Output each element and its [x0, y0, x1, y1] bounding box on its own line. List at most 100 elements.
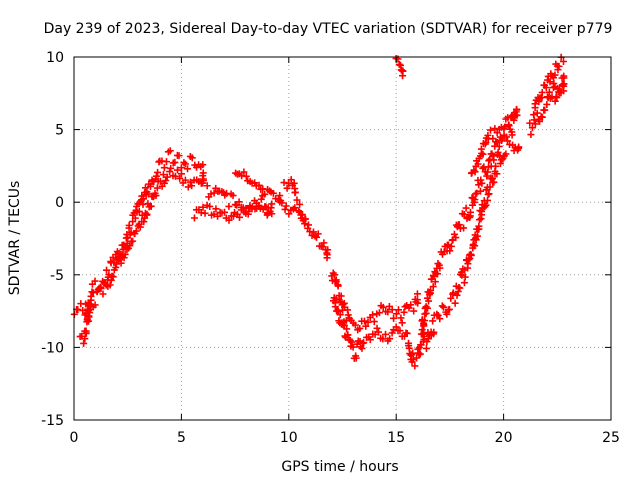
data-point — [188, 154, 196, 162]
data-point — [132, 227, 140, 235]
data-point — [152, 192, 160, 200]
data-point — [475, 225, 483, 233]
data-point — [500, 125, 508, 133]
data-point — [472, 236, 480, 244]
x-tick-label: 25 — [602, 430, 620, 446]
chart-title: Day 239 of 2023, Sidereal Day-to-day VTE… — [44, 21, 613, 37]
data-point — [536, 117, 544, 125]
data-point — [323, 251, 331, 259]
data-point — [344, 331, 352, 339]
data-point — [546, 78, 554, 86]
data-point — [423, 304, 431, 312]
data-point — [396, 327, 404, 335]
data-point — [280, 179, 288, 187]
data-point — [162, 158, 170, 166]
data-point — [239, 204, 247, 212]
data-point — [392, 310, 400, 318]
y-tick-label: 10 — [46, 50, 64, 66]
data-point — [502, 133, 510, 141]
data-point — [147, 202, 155, 210]
x-tick-label: 20 — [495, 430, 513, 446]
data-point — [436, 315, 444, 323]
data-point — [261, 190, 269, 198]
data-point — [433, 270, 441, 278]
data-point — [181, 176, 189, 184]
data-point — [240, 168, 248, 176]
data-point — [163, 173, 171, 181]
data-point — [87, 296, 95, 304]
data-point — [486, 183, 494, 191]
data-point — [267, 204, 275, 212]
data-point — [410, 307, 418, 315]
data-point — [283, 184, 291, 192]
data-point — [493, 138, 501, 146]
data-point — [482, 201, 490, 209]
data-point — [201, 209, 209, 217]
data-point — [199, 161, 207, 169]
data-point — [276, 192, 284, 200]
data-point — [418, 326, 426, 334]
data-point — [467, 251, 475, 259]
data-point — [89, 289, 97, 297]
data-point — [390, 314, 398, 322]
data-point — [422, 309, 430, 317]
data-point — [375, 328, 383, 336]
data-point — [349, 343, 357, 351]
data-point — [144, 190, 152, 198]
data-point — [278, 199, 286, 207]
data-point — [414, 299, 422, 307]
data-point — [555, 62, 563, 70]
data-point — [166, 168, 174, 176]
data-point — [242, 172, 250, 180]
data-point — [542, 83, 550, 91]
data-point — [210, 210, 218, 218]
data-point — [171, 172, 179, 180]
data-point — [430, 328, 438, 336]
data-point — [450, 230, 458, 238]
data-point — [206, 202, 214, 210]
data-point — [356, 324, 364, 332]
data-point — [388, 329, 396, 337]
data-point — [360, 339, 368, 347]
data-point — [127, 228, 135, 236]
y-tick-label: -5 — [50, 268, 64, 284]
data-point — [343, 325, 351, 333]
data-point — [236, 213, 244, 221]
data-point — [443, 310, 451, 318]
data-point — [456, 284, 464, 292]
data-point — [515, 144, 523, 152]
data-point — [530, 111, 538, 119]
data-point — [154, 168, 162, 176]
data-point — [451, 299, 459, 307]
data-point — [396, 61, 404, 69]
data-point — [447, 242, 455, 250]
data-point — [464, 264, 472, 272]
data-point — [121, 250, 129, 258]
data-point — [447, 294, 455, 302]
data-point — [503, 137, 511, 145]
data-point — [553, 94, 561, 102]
data-point — [125, 221, 133, 229]
data-point — [203, 182, 211, 190]
data-point — [106, 281, 114, 289]
data-point — [498, 135, 506, 143]
data-point — [422, 344, 430, 352]
data-point — [475, 181, 483, 189]
data-point — [398, 319, 406, 327]
data-point — [186, 178, 194, 186]
data-point — [502, 150, 510, 158]
data-point — [244, 210, 252, 218]
data-point — [478, 211, 486, 219]
data-point — [510, 116, 518, 124]
data-point — [508, 131, 516, 139]
data-point — [269, 189, 277, 197]
data-point — [188, 182, 196, 190]
data-point — [152, 172, 160, 180]
data-point — [190, 214, 198, 222]
data-point — [309, 228, 317, 236]
data-point — [429, 317, 437, 325]
data-point — [147, 182, 155, 190]
data-point — [560, 58, 568, 66]
data-point — [392, 323, 400, 331]
data-point — [397, 314, 405, 322]
